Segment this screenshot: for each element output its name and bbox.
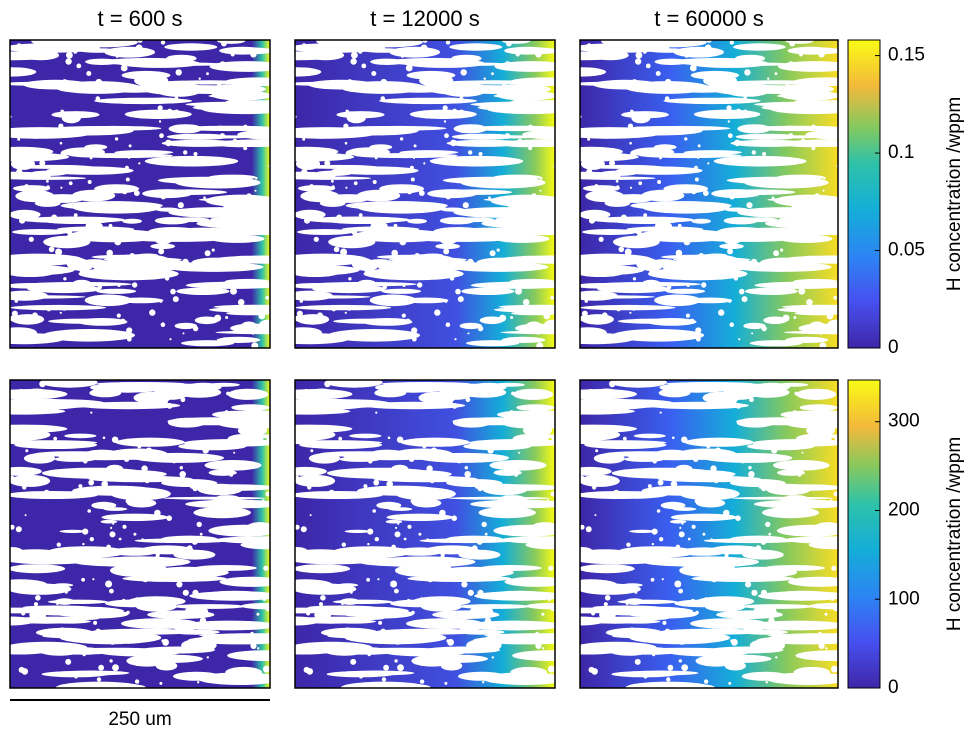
panel-frame xyxy=(579,39,839,349)
colorbar-tick-label: 0.1 xyxy=(888,142,914,163)
colorbar-tick-label: 0.15 xyxy=(888,45,925,66)
colorbar xyxy=(847,379,881,689)
panel xyxy=(10,380,270,688)
panel-frame xyxy=(294,379,556,689)
panel-frame xyxy=(9,39,271,349)
colorbar-tick-label: 0 xyxy=(888,337,899,358)
colorbar-tick-label: 300 xyxy=(888,411,920,432)
colorbar-tick-label: 0 xyxy=(888,677,899,698)
panel xyxy=(580,40,838,348)
colorbar xyxy=(847,39,881,349)
colorbar-tick-label: 100 xyxy=(888,588,920,609)
panel-title: t = 600 s xyxy=(97,6,182,31)
panel xyxy=(295,40,555,348)
colorbar-label: H concentration /wppm xyxy=(944,437,965,631)
colorbar-tick-label: 200 xyxy=(888,499,920,520)
panel xyxy=(10,40,270,348)
colorbar-tick-label: 0.05 xyxy=(888,240,925,261)
panel-frame xyxy=(9,379,271,689)
scale-bar-label: 250 um xyxy=(108,709,171,730)
panel-frame xyxy=(579,379,839,689)
colorbar-label: H concentration /wppm xyxy=(944,97,965,291)
panel xyxy=(580,380,838,688)
panel-frame xyxy=(294,39,556,349)
panel xyxy=(295,380,555,688)
panel-title: t = 60000 s xyxy=(654,6,763,31)
panel-title: t = 12000 s xyxy=(370,6,479,31)
